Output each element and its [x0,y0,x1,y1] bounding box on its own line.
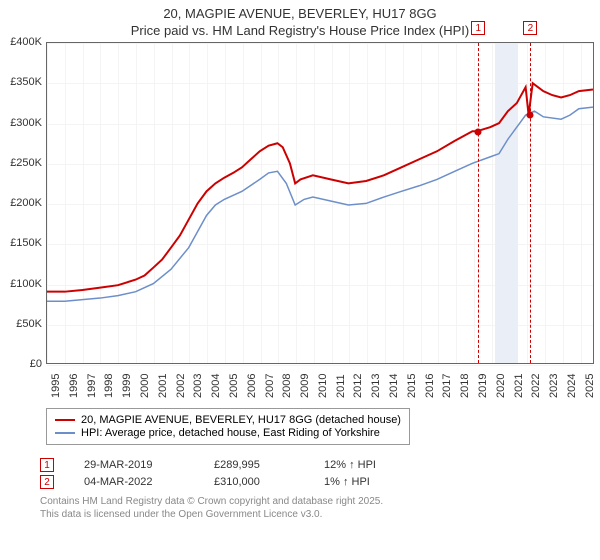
x-axis-label: 2023 [548,374,560,398]
x-axis-label: 2005 [228,374,240,398]
footer: 1 29-MAR-2019 £289,995 12% ↑ HPI 2 04-MAR-202… [40,458,590,521]
title-line-1: 20, MAGPIE AVENUE, BEVERLEY, HU17 8GG [0,6,600,23]
sale-marker-line-2 [530,43,531,363]
x-axis-label: 2019 [477,374,489,398]
legend: 20, MAGPIE AVENUE, BEVERLEY, HU17 8GG (d… [46,408,410,445]
sale-row-marker: 2 [40,475,54,489]
y-axis-label: £350K [0,76,42,88]
x-axis-label: 2018 [459,374,471,398]
x-axis-label: 2008 [281,374,293,398]
legend-label: HPI: Average price, detached house, East… [81,427,380,439]
y-axis-label: £400K [0,36,42,48]
series-hpi [47,107,593,301]
x-axis-label: 2009 [299,374,311,398]
x-axis-label: 2022 [530,374,542,398]
sale-price: £310,000 [214,476,294,488]
x-axis-label: 2007 [264,374,276,398]
x-axis-label: 2021 [513,374,525,398]
y-axis-label: £50K [0,318,42,330]
x-axis-label: 2017 [441,374,453,398]
title-line-2: Price paid vs. HM Land Registry's House … [0,23,600,40]
gridline-h [47,365,593,366]
x-axis-label: 2024 [566,374,578,398]
x-axis-label: 2010 [317,374,329,398]
x-axis-label: 2004 [210,374,222,398]
x-axis-label: 2001 [157,374,169,398]
y-axis-label: £250K [0,157,42,169]
chart-title: 20, MAGPIE AVENUE, BEVERLEY, HU17 8GG Pr… [0,0,600,40]
y-axis-label: £150K [0,237,42,249]
price-dot-1 [475,128,482,135]
y-axis-label: £300K [0,117,42,129]
chart-lines [47,43,593,364]
sale-date: 29-MAR-2019 [84,459,184,471]
sale-date: 04-MAR-2022 [84,476,184,488]
series-price_paid [47,83,593,292]
x-axis-label: 2002 [175,374,187,398]
sale-marker-line-1 [478,43,479,363]
x-axis-label: 2003 [192,374,204,398]
x-axis-label: 1998 [103,374,115,398]
y-axis-label: £100K [0,278,42,290]
x-axis-label: 2011 [335,374,347,398]
price-dot-2 [527,112,534,119]
x-axis-label: 2015 [406,374,418,398]
sale-delta: 1% ↑ HPI [324,476,370,488]
x-axis-label: 2025 [584,374,596,398]
x-axis-label: 2006 [246,374,258,398]
legend-swatch [55,419,75,421]
sale-row-marker: 1 [40,458,54,472]
attr-line-2: This data is licensed under the Open Gov… [40,508,590,521]
attribution: Contains HM Land Registry data © Crown c… [40,495,590,521]
x-axis-label: 2000 [139,374,151,398]
x-axis-label: 1997 [86,374,98,398]
sale-price: £289,995 [214,459,294,471]
legend-swatch [55,432,75,434]
y-axis-label: £200K [0,197,42,209]
sale-row-2: 2 04-MAR-2022 £310,000 1% ↑ HPI [40,475,590,489]
y-axis-label: £0 [0,358,42,370]
sale-marker-label-1: 1 [471,21,485,35]
x-axis-label: 2020 [495,374,507,398]
x-axis-label: 1999 [121,374,133,398]
x-axis-label: 1996 [68,374,80,398]
sale-delta: 12% ↑ HPI [324,459,376,471]
sale-marker-label-2: 2 [523,21,537,35]
plot-area: 12 [46,42,594,364]
sale-row-1: 1 29-MAR-2019 £289,995 12% ↑ HPI [40,458,590,472]
attr-line-1: Contains HM Land Registry data © Crown c… [40,495,590,508]
x-axis-label: 2016 [424,374,436,398]
legend-label: 20, MAGPIE AVENUE, BEVERLEY, HU17 8GG (d… [81,414,401,426]
x-axis-label: 2012 [352,374,364,398]
x-axis-label: 1995 [50,374,62,398]
x-axis-label: 2014 [388,374,400,398]
x-axis-label: 2013 [370,374,382,398]
legend-row-hpi: HPI: Average price, detached house, East… [55,427,401,439]
legend-row-price_paid: 20, MAGPIE AVENUE, BEVERLEY, HU17 8GG (d… [55,414,401,426]
